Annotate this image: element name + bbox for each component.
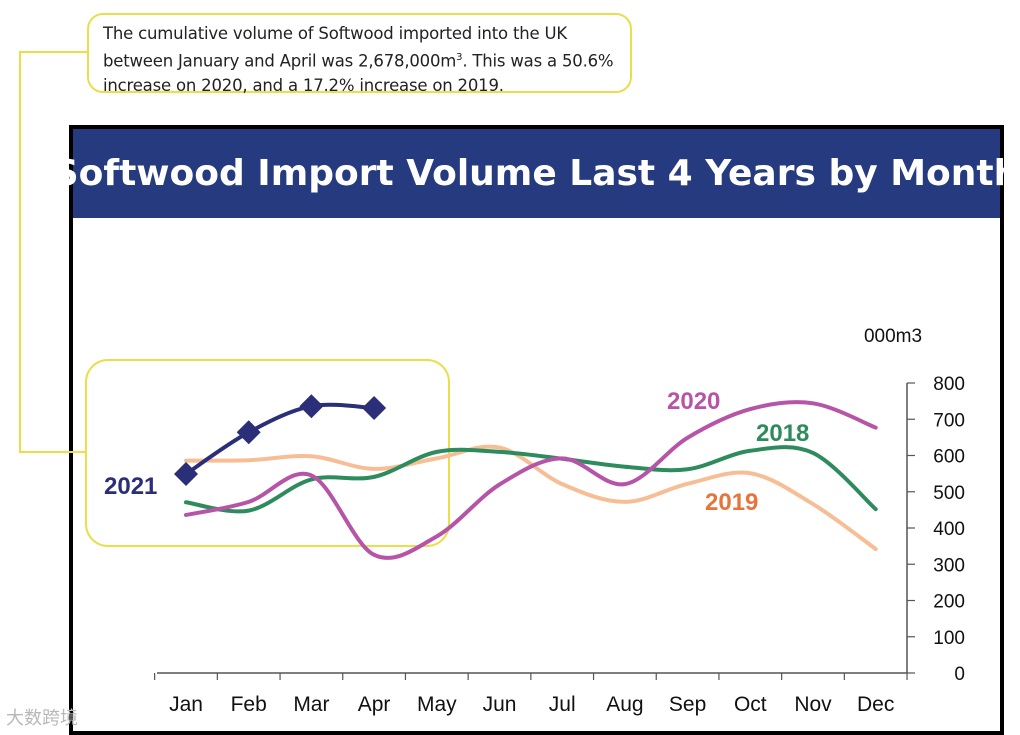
x-tick-label: Aug bbox=[606, 693, 643, 716]
callout-superscript: 3 bbox=[456, 52, 463, 63]
series-line-2018 bbox=[184, 445, 878, 514]
data-point-2021 bbox=[362, 396, 387, 421]
series-line-2019 bbox=[184, 444, 878, 552]
series-line-2021 bbox=[184, 402, 377, 476]
y-tick-label: 0 bbox=[954, 664, 965, 685]
chart-title: Softwood Import Volume Last 4 Years by M… bbox=[53, 153, 1019, 194]
callout-connector bbox=[19, 51, 87, 453]
y-tick-label: 700 bbox=[933, 410, 965, 431]
x-tick-label: Mar bbox=[293, 693, 329, 716]
data-point-2021 bbox=[236, 420, 261, 445]
callout-text-main: The cumulative volume of Softwood import… bbox=[103, 24, 568, 71]
x-tick-label: Oct bbox=[734, 693, 767, 716]
x-tick-label: Feb bbox=[231, 693, 267, 716]
y-tick-label: 100 bbox=[933, 628, 965, 649]
y-tick-label: 400 bbox=[933, 519, 965, 540]
unit-label: 000m3 bbox=[864, 326, 922, 347]
x-tick-label: May bbox=[417, 693, 457, 716]
chart-frame bbox=[69, 125, 1004, 735]
x-tick-label: Jul bbox=[549, 693, 576, 716]
series-label-2019: 2019 bbox=[705, 489, 758, 516]
series-label-2021: 2021 bbox=[104, 473, 157, 500]
x-tick-label: Apr bbox=[358, 693, 391, 716]
y-tick-label: 800 bbox=[933, 374, 965, 395]
highlight-box-2021 bbox=[85, 359, 450, 547]
callout-note: The cumulative volume of Softwood import… bbox=[87, 13, 632, 95]
series-label-2018: 2018 bbox=[756, 420, 809, 447]
x-tick-label: Jun bbox=[483, 693, 517, 716]
series-label-2020: 2020 bbox=[667, 388, 720, 415]
x-tick-label: Sep bbox=[669, 693, 706, 716]
series-line-2020 bbox=[184, 400, 878, 560]
y-tick-label: 600 bbox=[933, 447, 965, 468]
data-point-2021 bbox=[174, 461, 198, 486]
y-tick-label: 500 bbox=[933, 483, 965, 504]
watermark: 大数跨境 bbox=[6, 708, 78, 729]
y-tick-label: 200 bbox=[933, 592, 965, 613]
x-tick-label: Dec bbox=[857, 693, 894, 716]
x-tick-label: Nov bbox=[794, 693, 832, 716]
data-point-2021 bbox=[299, 394, 324, 419]
y-tick-label: 300 bbox=[933, 555, 965, 576]
callout-text-end: . This was a 50.6% increase on 2020, and… bbox=[103, 51, 614, 95]
x-tick-label: Jan bbox=[169, 693, 203, 716]
chart-title-bar bbox=[73, 129, 1000, 218]
